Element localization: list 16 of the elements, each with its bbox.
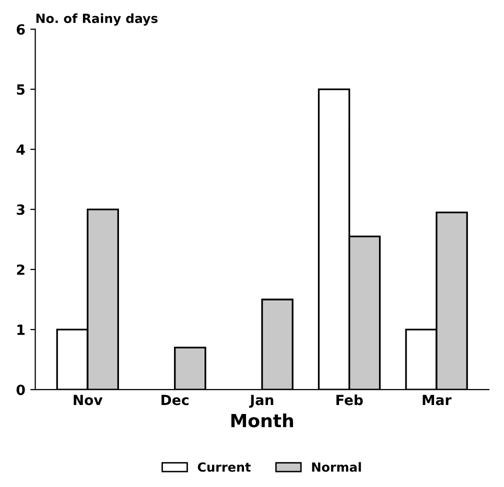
y-tick-label: 3 — [16, 204, 24, 215]
x-tick-label: Nov — [74, 394, 103, 406]
y-tick-label: 0 — [16, 384, 25, 396]
y-tick-label: 1 — [17, 324, 25, 335]
x-tick-label: Feb — [336, 394, 363, 406]
legend-label: Current — [198, 462, 251, 472]
y-tick-label: 5 — [16, 84, 25, 95]
x-tick-label: Dec — [162, 394, 189, 406]
x-tick-label: Mar — [422, 394, 452, 406]
x-axis-title: Month — [231, 413, 294, 428]
y-tick-label: 6 — [16, 24, 25, 35]
x-tick-label: Jan — [249, 394, 274, 408]
legend-label: Normal — [312, 462, 361, 472]
y-axis-title: No. of Rainy days — [36, 13, 158, 26]
y-tick-label: 2 — [16, 264, 24, 275]
y-tick-label: 4 — [16, 144, 25, 155]
